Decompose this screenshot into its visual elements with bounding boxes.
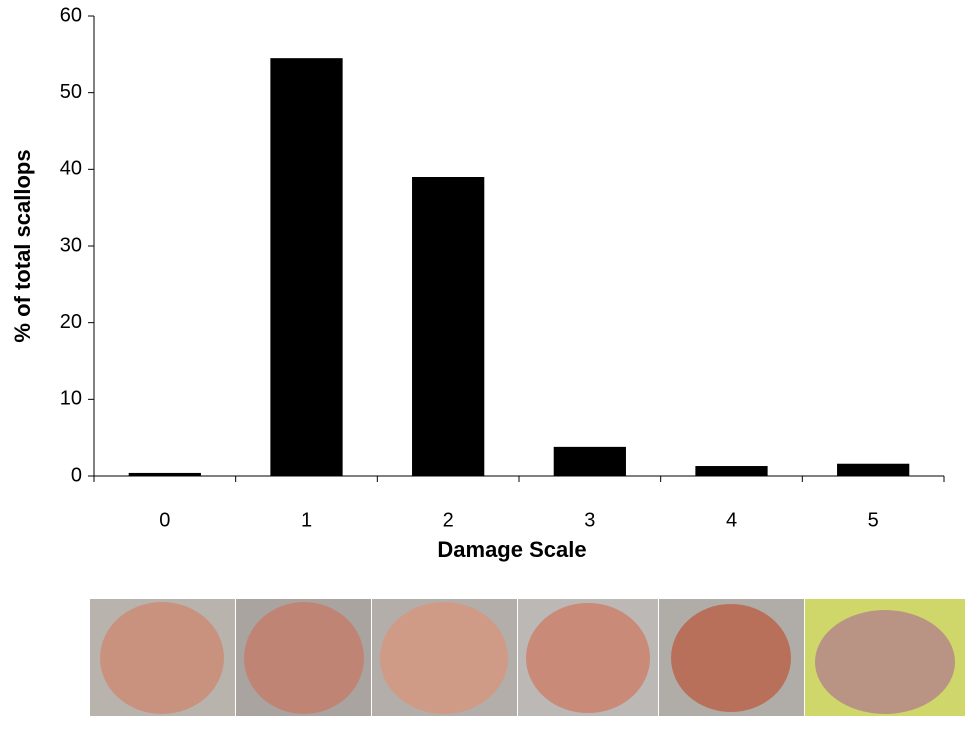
scallop-photo: [372, 599, 517, 716]
y-axis-title: % of total scallops: [10, 149, 35, 342]
scallop-photo: [659, 599, 804, 716]
y-tick-label: 10: [60, 388, 82, 410]
x-tick-label: 4: [726, 509, 737, 531]
x-tick-label: 2: [443, 509, 454, 531]
bar: [553, 446, 626, 476]
x-tick-label: 0: [159, 509, 170, 531]
bar: [128, 472, 201, 476]
bar: [695, 466, 768, 476]
x-tick-label: 3: [584, 509, 595, 531]
y-tick-label: 50: [60, 81, 82, 103]
y-tick-label: 0: [71, 464, 82, 486]
scallop-photo: [90, 599, 235, 716]
bar: [837, 463, 910, 476]
photo-strip: [90, 599, 965, 716]
y-tick-label: 30: [60, 234, 82, 256]
x-tick-label: 1: [301, 509, 312, 531]
y-tick-label: 40: [60, 158, 82, 180]
scallop-photo: [805, 599, 965, 716]
y-tick-label: 20: [60, 311, 82, 333]
scallop-photo: [236, 599, 371, 716]
x-axis-title: Damage Scale: [437, 537, 586, 562]
bar: [270, 58, 343, 477]
y-tick-label: 60: [60, 4, 82, 26]
scallop-photo: [518, 599, 658, 716]
bar: [412, 177, 485, 476]
x-tick-label: 5: [868, 509, 879, 531]
